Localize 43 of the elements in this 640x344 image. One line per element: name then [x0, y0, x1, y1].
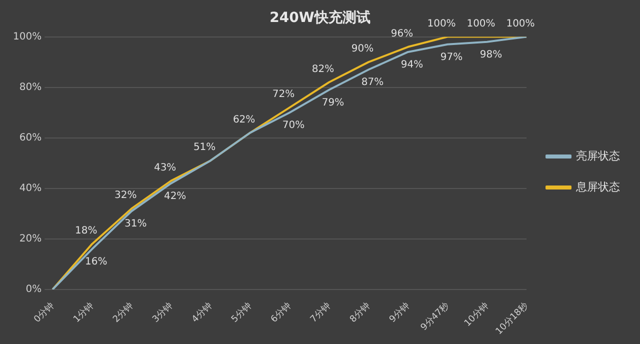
data-label: 70%	[282, 120, 305, 132]
data-label: 18%	[74, 226, 98, 237]
data-label: 32%	[114, 190, 137, 202]
x-tick-label: 10分钟	[462, 300, 491, 329]
data-label: 43%	[154, 162, 176, 174]
x-tick-label: 2分钟	[110, 300, 136, 325]
x-tick-label: 8分钟	[348, 300, 372, 325]
data-label: 87%	[361, 77, 384, 88]
data-label: 90%	[351, 44, 374, 55]
data-label: 98%	[480, 49, 502, 60]
data-label: 31%	[124, 218, 147, 230]
data-label: 72%	[272, 89, 295, 100]
data-label: 79%	[322, 97, 344, 108]
data-label: 82%	[312, 64, 334, 75]
x-tick-label: 3分钟	[150, 300, 175, 325]
data-label: 42%	[164, 190, 186, 202]
data-label: 97%	[440, 52, 463, 63]
data-label: 96%	[390, 28, 414, 40]
x-tick-label: 9分47秒	[418, 300, 452, 333]
legend-label: 息屏状态	[575, 180, 620, 194]
x-tick-label: 1分钟	[71, 300, 96, 325]
y-tick-label: 0%	[26, 284, 42, 296]
data-label: 94%	[400, 60, 424, 71]
x-tick-label: 0分钟	[32, 300, 56, 325]
x-tick-label: 10分18秒	[494, 300, 530, 337]
y-tick-label: 100%	[12, 31, 42, 42]
y-tick-label: 60%	[19, 132, 42, 144]
y-tick-label: 40%	[19, 182, 42, 194]
x-tick-label: 7分钟	[308, 300, 333, 325]
data-label: 100%	[427, 18, 456, 30]
x-tick-label: 6分钟	[268, 300, 294, 325]
y-tick-label: 20%	[19, 234, 42, 245]
y-tick-label: 80%	[19, 82, 42, 93]
data-label: 16%	[84, 256, 108, 268]
chart-title: 240W快充测试	[270, 9, 370, 26]
data-label: 100%	[466, 18, 496, 30]
data-label: 100%	[506, 18, 535, 30]
data-label: 51%	[193, 142, 216, 154]
x-tick-label: 4分钟	[190, 300, 214, 325]
legend-label: 亮屏状态	[576, 149, 620, 162]
data-label: 62%	[232, 114, 256, 126]
x-tick-label: 9分钟	[387, 300, 412, 325]
x-tick-label: 5分钟	[229, 300, 254, 325]
